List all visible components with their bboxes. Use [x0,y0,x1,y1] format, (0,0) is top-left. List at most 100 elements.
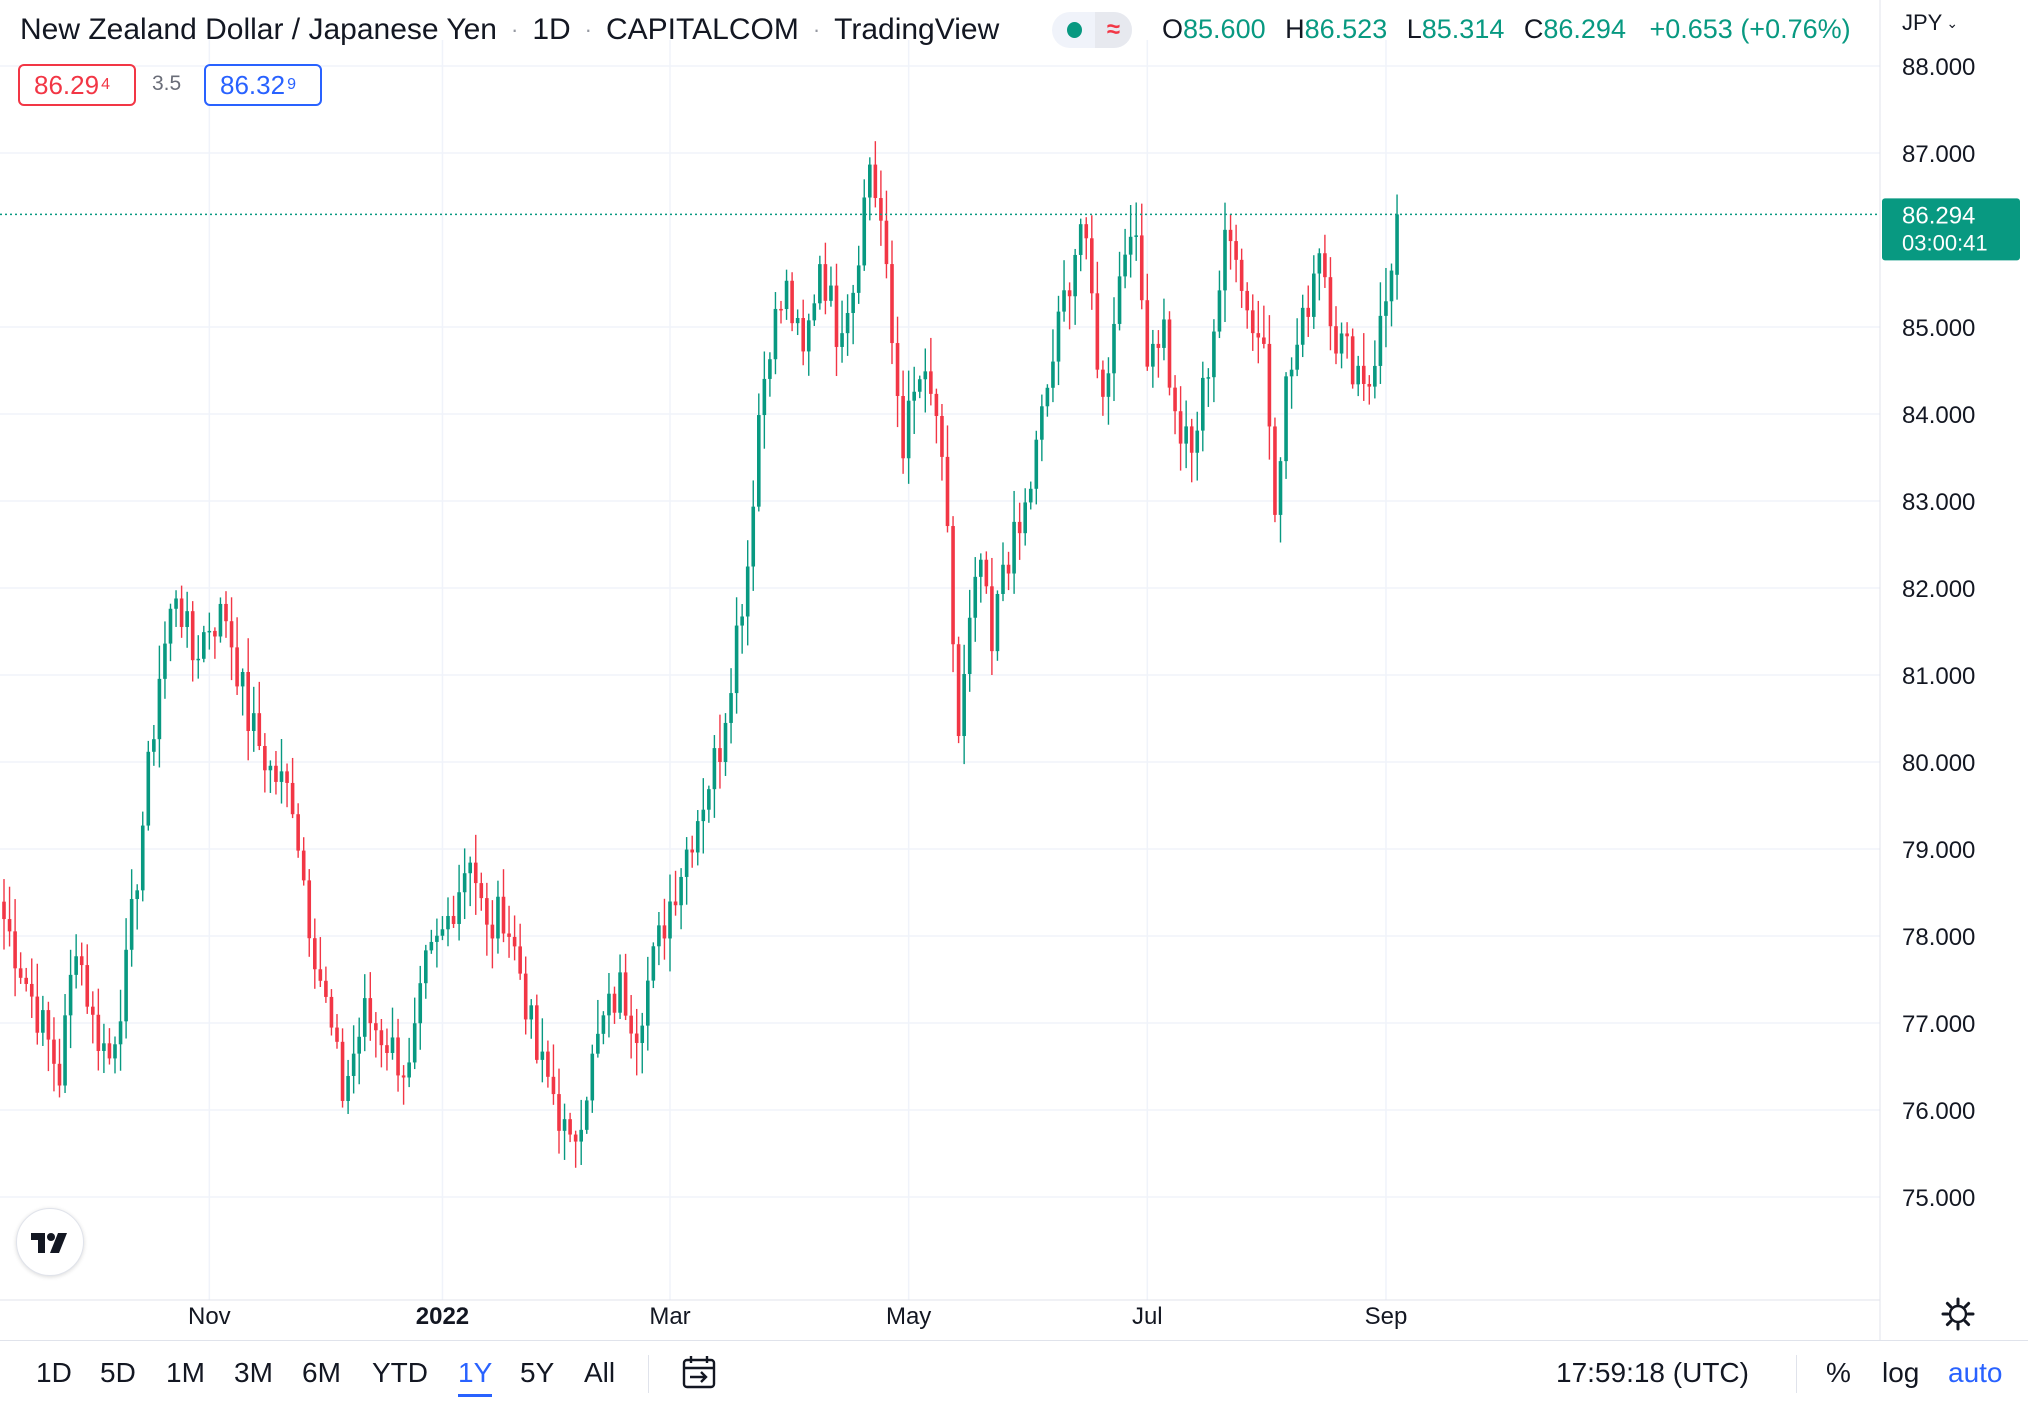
candle-body [1123,254,1127,277]
toolbar-divider [648,1355,649,1393]
candle-body [712,748,717,790]
bottom-toolbar: 1D 5D 1M 3M 6M YTD 1Y 5Y All 17:59:18 (U… [0,1340,2028,1405]
candle-body [1273,426,1277,515]
candle-body [1384,301,1388,316]
x-axis-tick-label: May [886,1303,931,1330]
y-axis-tick-label: 83.000 [1902,489,1975,516]
candle-body [1134,235,1138,237]
range-6m-button[interactable]: 6M [302,1357,341,1388]
low-value: 85.314 [1421,14,1505,44]
candle-body [701,809,706,822]
bar-countdown: 03:00:41 [1902,230,1988,255]
candle-body [313,938,317,970]
candle-body [1345,333,1349,337]
candle-body [1012,521,1016,574]
candle-body [984,559,989,587]
candle-body [834,285,839,347]
candlestick-chart[interactable]: Nov 2022 Mar May Jul Sep 88.000 87.000 85.000 84.… [0,0,2028,1340]
candle-body [1151,343,1155,367]
calendar-goto-icon[interactable] [680,1353,720,1393]
candle-body [695,821,700,853]
auto-scale-button[interactable]: auto [1948,1357,2003,1388]
currency-selector[interactable]: JPY ⌄ [1902,10,1958,36]
candle-body [618,972,622,1013]
candle-body [623,972,628,1016]
candle-body [285,771,289,783]
candle-body [146,751,151,826]
candle-body [684,849,689,877]
buy-price-button[interactable]: 86.32 9 [204,64,322,106]
candle-body [1112,323,1116,374]
range-1y-button[interactable]: 1Y [458,1357,493,1397]
candle-body [868,164,872,198]
candle-body [1350,336,1355,385]
candle-body [812,303,817,321]
range-3m-button[interactable]: 3M [234,1357,273,1388]
candle-body [451,915,456,924]
y-axis-tick-label: 80.000 [1902,750,1975,777]
title-separator: · [812,17,821,42]
open-value: 85.600 [1183,14,1266,44]
candle-body [845,313,850,334]
sell-price-button[interactable]: 86.29 4 [18,64,136,106]
wave-icon[interactable]: ≈ [1094,12,1132,48]
market-status[interactable]: ≈ [1052,12,1132,48]
candle-body [1101,369,1105,397]
last-price-value: 86.294 [1902,202,1975,229]
candle-body [1184,426,1188,444]
candle-body [1389,270,1394,302]
candle-body [1073,254,1077,297]
utc-clock[interactable]: 17:59:18 (UTC) [1556,1357,1749,1388]
tradingview-logo-icon[interactable] [16,1208,84,1276]
chart-title-bar[interactable]: New Zealand Dollar / Japanese Yen · 1D ·… [20,8,999,52]
candle-body [551,1076,556,1095]
candle-body [1267,343,1272,427]
candle-body [74,956,78,975]
y-axis-tick-label: 81.000 [1902,663,1975,690]
candle-body [1056,311,1061,362]
candle-body [729,693,733,723]
range-ytd-button[interactable]: YTD [372,1357,428,1388]
candle-body [246,672,250,732]
symbol-name[interactable]: New Zealand Dollar / Japanese Yen [20,13,497,46]
y-axis-tick-label: 76.000 [1902,1098,1975,1125]
candle-body [41,1010,45,1033]
candle-body [923,371,928,380]
range-all-button[interactable]: All [584,1357,616,1388]
candle-body [85,965,90,1007]
candle-body [485,898,489,925]
interval-label[interactable]: 1D [532,13,571,46]
candle-body [1195,430,1200,453]
candle-body [429,941,434,951]
candle-body [385,1045,389,1053]
candle-body [634,1033,639,1044]
candle-body [757,415,761,507]
buy-price-pip: 9 [287,76,296,93]
title-separator: · [510,17,519,42]
candle-body [507,933,511,937]
candle-body [795,318,800,324]
candle-body [18,968,23,978]
range-1d-button[interactable]: 1D [36,1357,72,1388]
candle-body [496,896,500,939]
candle-body [784,280,789,310]
range-1m-button[interactable]: 1M [166,1357,205,1388]
sell-price-main: 86.29 [34,69,100,100]
candle-body [1084,224,1089,239]
log-scale-button[interactable]: log [1882,1357,1920,1388]
candle-body [1284,376,1288,462]
candle-body [673,901,678,906]
candle-body [1201,377,1205,431]
ohlc-legend: O85.600 H86.523 L85.314 C86.294 +0.653 (… [1162,14,1851,45]
candle-body [335,1027,339,1042]
percent-scale-button[interactable]: % [1826,1357,1851,1388]
candle-body [1306,307,1311,317]
candle-body [1278,461,1283,515]
candle-body [1117,276,1122,324]
candle-body [934,393,939,416]
gear-icon[interactable] [1940,1296,1976,1332]
candle-body [1006,564,1011,574]
range-5d-button[interactable]: 5D [100,1357,136,1388]
range-5y-button[interactable]: 5Y [520,1357,555,1388]
candle-body [229,621,234,648]
